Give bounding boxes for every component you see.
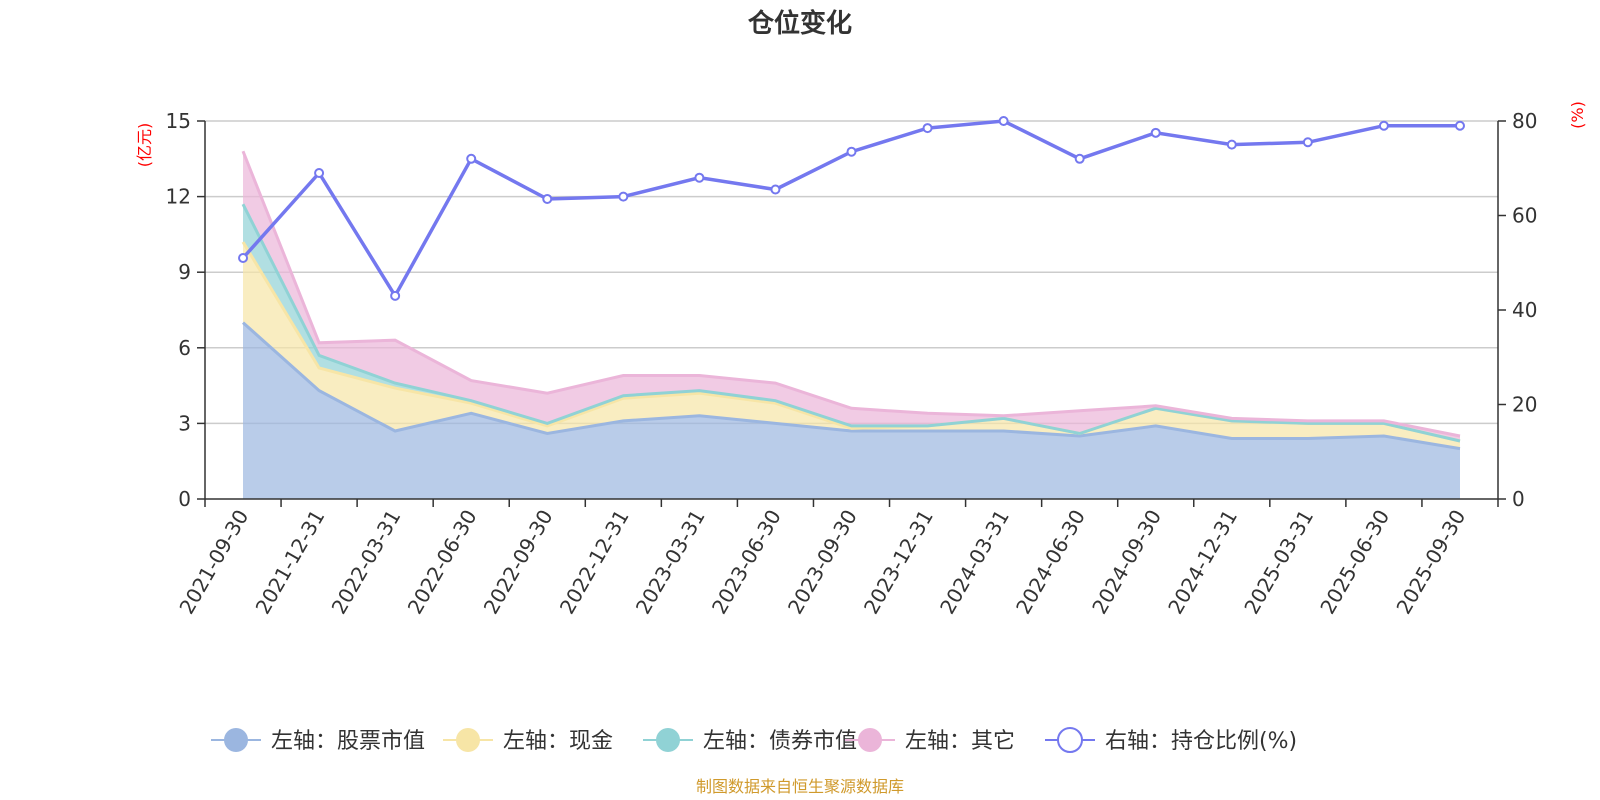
- ratio-point: [846, 146, 857, 157]
- legend-marker: [656, 728, 680, 752]
- x-tick-label: 2025-09-30: [1391, 506, 1470, 619]
- left-tick-label: 9: [178, 260, 191, 284]
- legend-item: 右轴：持仓比例(%): [1045, 727, 1297, 754]
- area-edge-左轴：债券市值: [241, 203, 1461, 443]
- right-tick-label: 60: [1512, 204, 1537, 228]
- source-note: 制图数据来自恒生聚源数据库: [696, 777, 904, 796]
- ratio-point: [1378, 120, 1389, 131]
- right-axis-unit: (%): [1568, 101, 1587, 129]
- stacked-areas: [241, 150, 1461, 499]
- left-tick-label: 6: [178, 336, 191, 360]
- x-tick-label: 2024-12-31: [1163, 506, 1242, 619]
- legend-marker: [224, 728, 248, 752]
- ratio-point: [1226, 139, 1237, 150]
- legend-marker: [1057, 727, 1083, 753]
- x-tick-label: 2023-09-30: [783, 506, 862, 619]
- right-tick-label: 40: [1512, 298, 1537, 322]
- legend-item: 左轴：股票市值: [211, 728, 425, 754]
- legend-label: 左轴：债券市值: [703, 729, 857, 754]
- ratio-point: [998, 116, 1009, 126]
- x-tick-label: 2021-09-30: [174, 506, 253, 619]
- area-左轴：现金: [243, 242, 1460, 449]
- right-tick-label: 20: [1512, 393, 1537, 417]
- ratio-point: [238, 253, 249, 264]
- x-tick-label: 2022-09-30: [479, 506, 558, 619]
- x-tick-label: 2024-03-31: [935, 506, 1014, 619]
- x-tick-label: 2022-06-30: [403, 506, 482, 619]
- x-tick-label: 2023-03-31: [631, 506, 710, 619]
- left-tick-label: 12: [166, 185, 191, 209]
- position-ratio-line: [238, 116, 1465, 301]
- x-tick-label: 2024-06-30: [1011, 506, 1090, 619]
- ratio-point: [770, 184, 781, 195]
- left-tick-label: 15: [166, 109, 191, 133]
- chart-title: 仓位变化: [747, 8, 852, 39]
- legend: 左轴：股票市值 左轴：现金 左轴：债券市值 左轴：其它 右轴：持仓比例(%): [211, 727, 1297, 754]
- x-tick-label: 2021-12-31: [251, 506, 330, 619]
- right-tick-label: 80: [1512, 109, 1537, 133]
- area-edge-左轴：其它: [241, 150, 1461, 438]
- right-tick-label: 0: [1512, 487, 1525, 511]
- legend-label: 左轴：现金: [503, 729, 613, 754]
- left-tick-label: 3: [178, 411, 191, 435]
- left-axis-unit: (亿元): [135, 123, 154, 168]
- ratio-point: [314, 167, 325, 178]
- ratio-point: [390, 290, 401, 301]
- area-左轴：股票市值: [243, 322, 1460, 499]
- ratio-point: [466, 153, 477, 164]
- x-tick-label: 2024-09-30: [1087, 506, 1166, 619]
- area-edge-左轴：股票市值: [242, 321, 1461, 451]
- ratio-point: [694, 172, 705, 183]
- legend-marker: [858, 728, 882, 752]
- legend-item: 左轴：债券市值: [643, 728, 857, 754]
- x-tick-label: 2022-03-31: [327, 506, 406, 619]
- x-tick-label: 2025-03-31: [1239, 506, 1318, 619]
- ratio-point: [922, 123, 933, 134]
- x-tick-label: 2025-06-30: [1315, 506, 1394, 619]
- legend-label: 左轴：股票市值: [271, 729, 425, 754]
- x-tick-label: 2022-12-31: [555, 506, 634, 619]
- x-tick-label: 2023-06-30: [707, 506, 786, 619]
- ratio-point: [1074, 153, 1085, 164]
- ratio-point: [1302, 137, 1313, 148]
- legend-item: 左轴：现金: [443, 728, 613, 754]
- legend-item: 左轴：其它: [845, 728, 1015, 754]
- legend-label: 左轴：其它: [905, 729, 1015, 754]
- left-tick-label: 0: [178, 487, 191, 511]
- ratio-point: [1150, 127, 1161, 138]
- ratio-point: [1454, 120, 1465, 131]
- legend-label: 右轴：持仓比例(%): [1105, 729, 1297, 754]
- x-tick-label: 2023-12-31: [859, 506, 938, 619]
- legend-marker: [456, 728, 480, 752]
- ratio-point: [542, 193, 553, 204]
- ratio-point: [618, 191, 629, 202]
